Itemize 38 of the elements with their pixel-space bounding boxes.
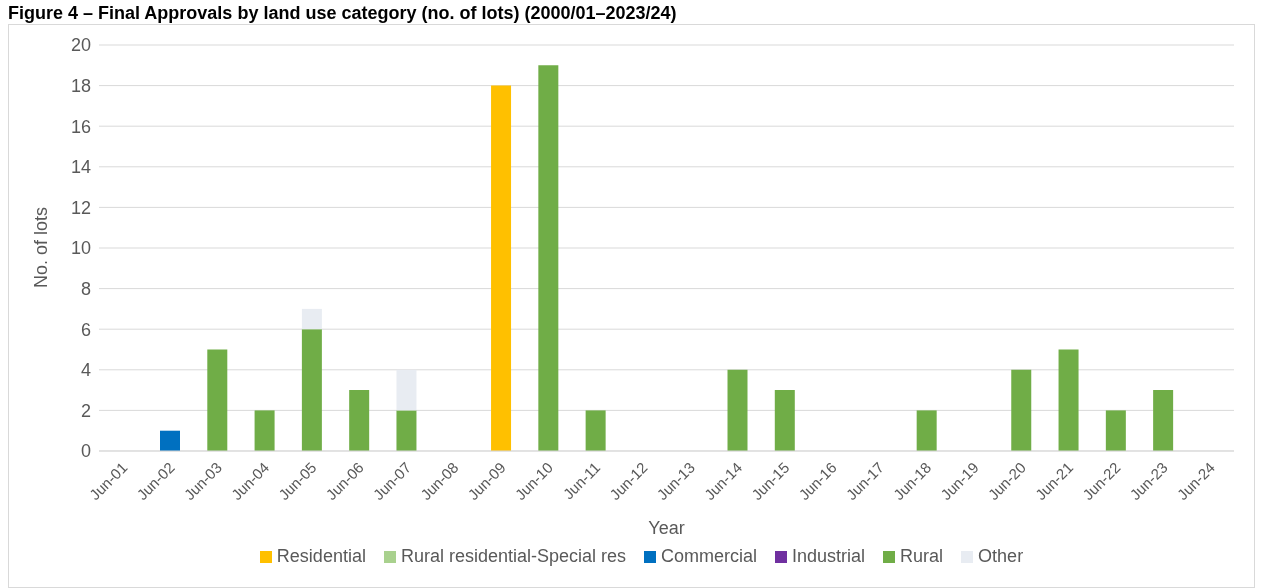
y-tick-label: 20: [70, 35, 91, 56]
bar: [396, 410, 417, 451]
y-tick-label: 4: [80, 360, 91, 381]
bar: [727, 369, 748, 451]
y-tick-label: 0: [80, 441, 91, 462]
legend-label: Other: [978, 546, 1024, 567]
y-tick-label: 16: [70, 116, 91, 137]
bar: [207, 349, 228, 451]
y-tick-label: 18: [70, 75, 91, 96]
bar: [1011, 369, 1032, 451]
bar: [1105, 410, 1126, 451]
bar: [585, 410, 606, 451]
bar: [301, 308, 322, 330]
y-tick-label: 8: [80, 278, 91, 299]
bar: [774, 390, 795, 451]
x-axis-title: Year: [648, 518, 685, 538]
bar: [396, 369, 417, 411]
y-axis-title: No. of lots: [31, 206, 52, 288]
bar: [349, 390, 370, 451]
bar: [491, 85, 512, 451]
chart-title: Figure 4 – Final Approvals by land use category (no. of lots) (2000/01–2023/24): [8, 2, 678, 24]
legend-label: Rural: [900, 546, 944, 567]
bar: [254, 410, 275, 451]
bar: [1153, 390, 1174, 451]
y-tick-label: 14: [70, 157, 91, 178]
legend-label: Commercial: [661, 546, 758, 567]
bar: [538, 65, 559, 451]
y-tick-label: 12: [70, 197, 91, 218]
bar: [160, 430, 181, 451]
y-tick-label: 6: [80, 319, 91, 340]
bar: [1058, 349, 1079, 451]
bar: [301, 329, 322, 451]
y-tick-label: 10: [70, 238, 91, 259]
bar: [916, 410, 937, 451]
y-tick-label: 2: [80, 400, 91, 421]
legend-label: Industrial: [792, 546, 866, 567]
legend-label: Rural residential-Special res: [400, 546, 627, 567]
legend-label: Residential: [276, 546, 366, 567]
